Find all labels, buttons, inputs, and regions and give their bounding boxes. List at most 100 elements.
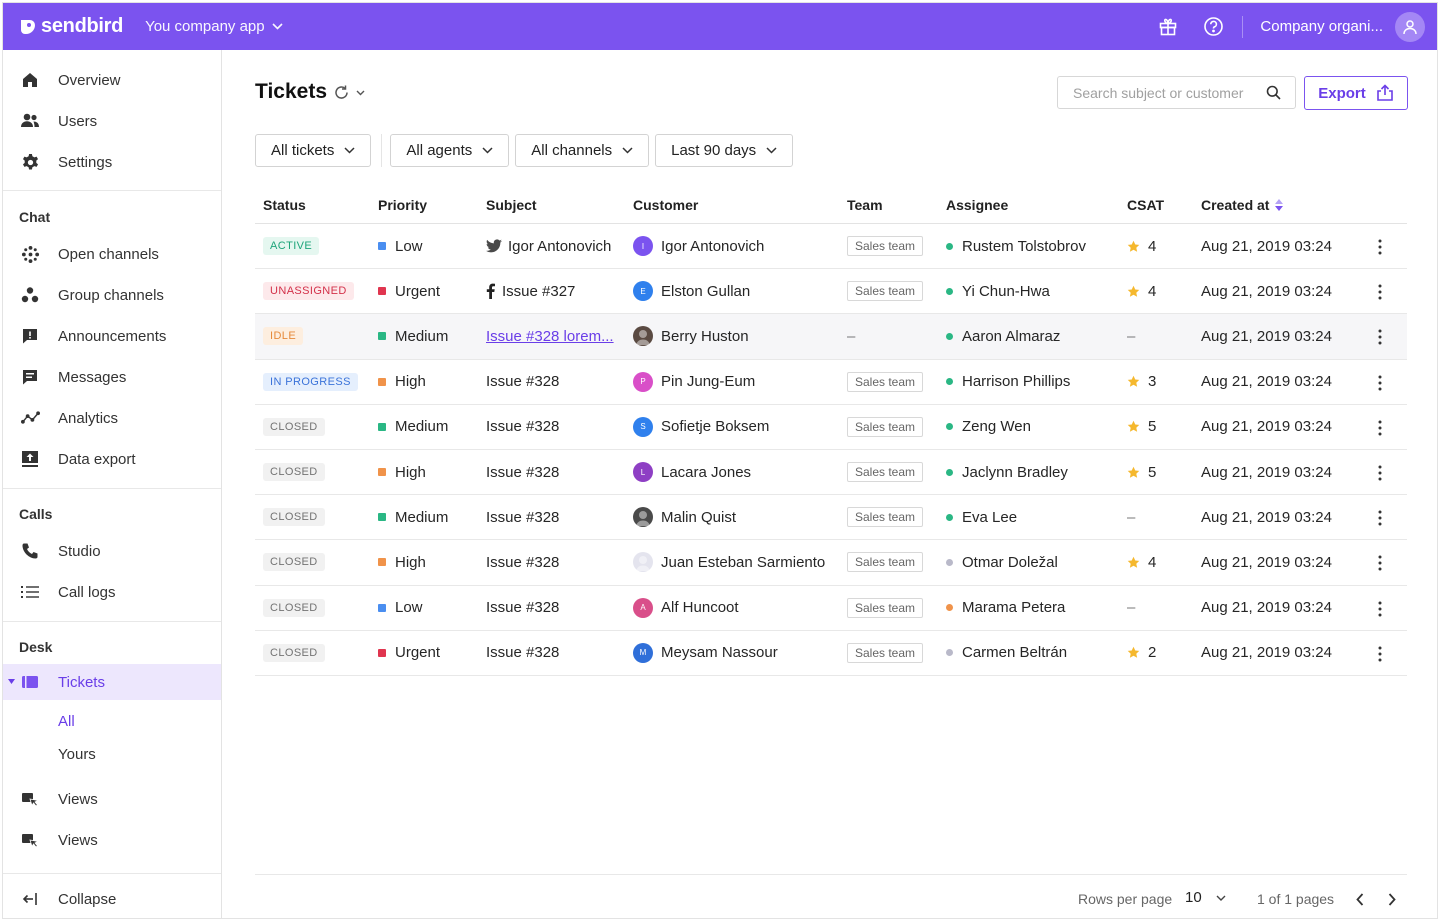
cell-status: ACTIVE xyxy=(263,224,320,268)
user-avatar-button[interactable] xyxy=(1395,11,1425,42)
cell-created-at: Aug 21, 2019 03:24 xyxy=(1201,405,1332,449)
table-row[interactable]: ACTIVE Low Igor Antonovich I Igor Antonovich… xyxy=(255,224,1407,270)
more-actions-button[interactable] xyxy=(1371,599,1389,619)
star-icon xyxy=(1127,375,1140,388)
sidebar-collapse-button[interactable]: Collapse xyxy=(3,881,221,917)
sidebar-item-messages[interactable]: Messages xyxy=(3,359,221,395)
sidebar-item-settings[interactable]: Settings xyxy=(3,144,221,180)
table-row[interactable]: CLOSED Low Issue #328 A Alf Huncoot Sales tea… xyxy=(255,586,1407,631)
cell-status: CLOSED xyxy=(263,405,325,449)
footer-divider xyxy=(255,874,1407,875)
search-box xyxy=(1057,76,1296,109)
team-badge: Sales team xyxy=(847,416,924,437)
more-actions-button[interactable] xyxy=(1371,553,1389,573)
section-label-chat: Chat xyxy=(19,209,51,225)
assignee-status-dot xyxy=(946,332,953,340)
filter-agents[interactable]: All agents xyxy=(390,134,510,167)
search-input[interactable] xyxy=(1058,84,1258,101)
sidebar-subitem-all[interactable]: All xyxy=(58,713,75,730)
filter-tickets[interactable]: All tickets xyxy=(255,134,372,167)
customer-name: Berry Huston xyxy=(661,327,749,345)
search-icon[interactable] xyxy=(1266,85,1281,100)
sidebar-item-announcements[interactable]: Announcements xyxy=(3,318,221,354)
subject-text[interactable]: Issue #328 lorem... xyxy=(486,327,614,345)
sidebar-item-data-export[interactable]: Data export xyxy=(3,441,221,477)
assignee-status-dot xyxy=(946,558,953,566)
sidebar-item-open-channels[interactable]: Open channels xyxy=(3,236,221,272)
sort-icon xyxy=(1275,199,1284,211)
organization-name[interactable]: Company organi... xyxy=(1260,18,1383,35)
rows-per-page-select[interactable]: 10 xyxy=(1185,889,1226,906)
filter-channels[interactable]: All channels xyxy=(515,134,650,167)
sidebar-item-call-logs[interactable]: Call logs xyxy=(3,574,221,610)
assignee-status-dot xyxy=(946,604,953,612)
table-row[interactable]: IDLE Medium Issue #328 lorem... Berry Husto… xyxy=(255,314,1407,360)
help-icon[interactable] xyxy=(1202,16,1224,38)
sidebar-item-label: Tickets xyxy=(58,673,105,691)
more-vertical-icon xyxy=(1378,329,1382,345)
table-row[interactable]: CLOSED Urgent Issue #328 M Meysam Nassour Sal… xyxy=(255,631,1407,676)
more-actions-button[interactable] xyxy=(1371,373,1389,393)
chevron-down-icon xyxy=(344,147,355,154)
prev-page-button[interactable] xyxy=(1350,889,1370,909)
more-actions-button[interactable] xyxy=(1371,327,1389,347)
more-vertical-icon xyxy=(1378,375,1382,391)
header-divider xyxy=(1242,15,1244,38)
home-icon xyxy=(20,70,40,90)
cell-csat: – xyxy=(1127,586,1135,630)
table-row[interactable]: CLOSED High Issue #328 L Lacara Jones Sales t… xyxy=(255,450,1407,496)
cell-priority: Medium xyxy=(378,314,448,358)
page-count: 1 of 1 pages xyxy=(1257,891,1335,907)
message-icon xyxy=(20,367,40,387)
sidebar-item-label: Announcements xyxy=(58,327,167,345)
sidebar-item-studio[interactable]: Studio xyxy=(3,533,221,569)
more-actions-button[interactable] xyxy=(1371,237,1389,257)
sidebar-item-users[interactable]: Users xyxy=(3,103,221,139)
facebook-icon xyxy=(486,283,495,300)
table-row[interactable]: UNASSIGNED Urgent Issue #327 E Elston Gullan… xyxy=(255,269,1407,315)
filter-date-range[interactable]: Last 90 days xyxy=(655,134,794,167)
sidebar-subitem-yours[interactable]: Yours xyxy=(58,746,96,763)
more-actions-button[interactable] xyxy=(1371,644,1389,664)
more-actions-button[interactable] xyxy=(1371,508,1389,528)
csat-score: 5 xyxy=(1148,463,1157,481)
customer-name: Malin Quist xyxy=(661,508,737,526)
export-button[interactable]: Export xyxy=(1304,76,1408,110)
sidebar-item-label: Overview xyxy=(58,71,121,89)
sidebar-item-label: Settings xyxy=(58,153,113,171)
more-vertical-icon xyxy=(1378,510,1382,526)
table-row[interactable]: CLOSED High Issue #328 Juan Esteban Sarmien… xyxy=(255,540,1407,586)
more-actions-button[interactable] xyxy=(1371,463,1389,483)
sidebar-item-analytics[interactable]: Analytics xyxy=(3,400,221,436)
app-selector[interactable]: You company app xyxy=(145,18,283,35)
more-actions-button[interactable] xyxy=(1371,282,1389,302)
refresh-button[interactable] xyxy=(333,84,365,101)
cell-subject: Issue #328 lorem... xyxy=(486,314,614,358)
sidebar-divider xyxy=(3,873,221,874)
table-row[interactable]: CLOSED Medium Issue #328 Malin Quist Sales t… xyxy=(255,495,1407,541)
cell-created-at: Aug 21, 2019 03:24 xyxy=(1201,269,1332,313)
customer-avatar: P xyxy=(633,371,653,392)
more-actions-button[interactable] xyxy=(1371,418,1389,438)
cell-team: Sales team xyxy=(847,495,924,539)
sidebar-item-tickets[interactable]: Tickets xyxy=(3,664,221,700)
sendbird-logo[interactable]: sendbird xyxy=(18,15,123,38)
sidebar-item-views-2[interactable]: Views xyxy=(3,822,221,858)
cell-assignee: Zeng Wen xyxy=(946,405,1031,449)
sidebar-item-group-channels[interactable]: Group channels xyxy=(3,277,221,313)
sidebar-item-overview[interactable]: Overview xyxy=(3,62,221,98)
table-row[interactable]: CLOSED Medium Issue #328 S Sofietje Boksem Sa… xyxy=(255,405,1407,450)
column-header-created-at[interactable]: Created at xyxy=(1201,197,1284,213)
caret-down-icon xyxy=(8,679,15,684)
column-header-customer: Customer xyxy=(633,197,699,213)
next-page-button[interactable] xyxy=(1382,889,1402,909)
column-header-label: Created at xyxy=(1201,197,1270,213)
list-icon xyxy=(20,582,40,602)
customer-avatar: E xyxy=(633,281,653,302)
gift-icon[interactable] xyxy=(1157,16,1179,38)
sidebar-item-views[interactable]: Views xyxy=(3,781,221,817)
sidebar-item-label: Users xyxy=(58,112,98,130)
table-row[interactable]: IN PROGRESS High Issue #328 P Pin Jung-Eum Sa… xyxy=(255,360,1407,405)
cell-created-at: Aug 21, 2019 03:24 xyxy=(1201,314,1332,358)
top-header: sendbird You company app Company organi.… xyxy=(3,3,1437,50)
